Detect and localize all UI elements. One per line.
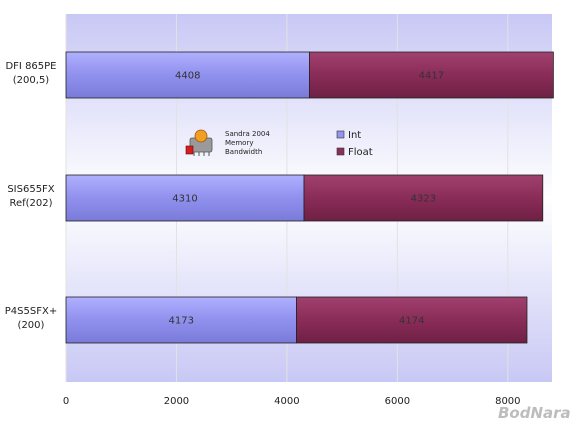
x-tick-label: 6000	[385, 396, 410, 407]
watermark: BodNara	[498, 404, 570, 422]
sandra-icon	[185, 129, 213, 156]
legend-swatch-int	[336, 130, 345, 139]
x-tick-label: 4000	[274, 396, 299, 407]
sandra-logo: Sandra 2004 Memory Bandwidth	[185, 129, 270, 156]
category-label: Ref(202)	[9, 198, 52, 209]
category-label: (200,5)	[13, 75, 50, 86]
legend-label-int: Int	[348, 130, 361, 141]
data-label: 4310	[172, 194, 197, 205]
category-label: (200)	[18, 320, 45, 331]
x-axis-ticks: 0 2000 4000 6000 8000	[63, 396, 521, 407]
legend-label-float: Float	[348, 147, 373, 158]
data-label: 4173	[169, 316, 194, 327]
bar-float	[303, 174, 544, 222]
data-label: 4174	[399, 316, 424, 327]
x-tick-label: 0	[63, 396, 69, 407]
data-label: 4408	[175, 71, 200, 82]
legend-swatch-float	[336, 147, 345, 156]
logo-line-1: Sandra 2004	[225, 130, 270, 138]
x-tick-label: 8000	[495, 396, 520, 407]
bar-int	[65, 174, 305, 222]
bar-float	[309, 51, 554, 99]
category-labels: DFI 865PE (200,5) SIS655FX Ref(202) P4S5SFX+…	[5, 61, 57, 331]
data-label: 4417	[419, 71, 444, 82]
bar-float	[296, 296, 528, 344]
legend: Int Float	[336, 130, 373, 158]
bars: 4408 4417 4310 4323 4173 4174	[65, 51, 554, 344]
x-tick-label: 2000	[164, 396, 189, 407]
logo-line-2: Memory	[225, 139, 253, 147]
category-label: P4S5SFX+	[5, 306, 57, 317]
data-label: 4323	[411, 194, 436, 205]
category-label: DFI 865PE	[5, 61, 56, 72]
category-label: SIS655FX	[7, 184, 54, 195]
logo-line-3: Bandwidth	[225, 148, 262, 156]
bar-int	[65, 51, 310, 99]
